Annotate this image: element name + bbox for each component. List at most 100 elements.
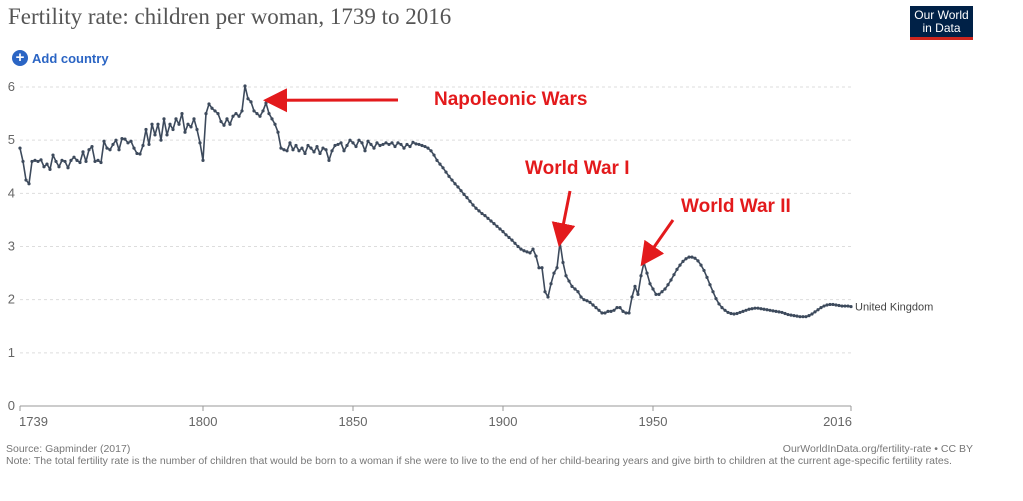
data-point: [711, 290, 715, 294]
data-point: [726, 310, 730, 315]
data-point: [834, 303, 838, 307]
data-point: [234, 111, 238, 116]
data-point: [810, 312, 814, 316]
data-point: [552, 271, 556, 275]
data-point: [105, 146, 109, 150]
data-point: [651, 287, 655, 291]
data-point: [816, 308, 820, 312]
data-point: [804, 315, 808, 319]
source-text: Source: Gapminder (2017): [6, 443, 131, 455]
data-point: [666, 283, 670, 287]
data-point: [315, 144, 319, 149]
data-point: [78, 160, 82, 165]
data-point: [384, 141, 388, 145]
data-point: [291, 148, 295, 152]
data-point: [69, 158, 73, 162]
data-point: [645, 271, 649, 275]
data-point: [117, 148, 121, 152]
credit-link[interactable]: OurWorldInData.org/fertility-rate • CC B…: [782, 443, 973, 455]
data-point: [687, 255, 691, 259]
data-point: [456, 185, 460, 189]
data-point: [66, 166, 70, 170]
add-country-button[interactable]: + Add country: [12, 50, 109, 66]
data-point: [441, 166, 445, 170]
data-point: [99, 160, 103, 165]
data-point: [780, 310, 784, 315]
data-point: [798, 315, 802, 319]
data-point: [168, 122, 172, 126]
data-point: [678, 263, 682, 267]
data-point: [96, 158, 100, 162]
data-point: [54, 159, 58, 164]
data-point: [846, 304, 850, 308]
data-point: [732, 312, 736, 316]
data-point: [585, 299, 589, 303]
data-point: [480, 211, 484, 216]
data-point: [615, 306, 619, 310]
data-point: [351, 141, 355, 145]
data-point: [762, 307, 766, 311]
data-point: [243, 84, 247, 88]
data-point: [510, 238, 514, 242]
data-point: [819, 306, 823, 310]
data-point: [411, 140, 415, 144]
data-point: [702, 268, 706, 273]
data-point: [576, 290, 580, 294]
data-point: [504, 233, 508, 237]
data-point: [312, 150, 316, 154]
data-point: [423, 144, 427, 149]
data-point: [618, 306, 622, 310]
data-point: [387, 142, 391, 147]
data-point: [474, 206, 478, 210]
data-point: [639, 274, 643, 278]
data-point: [144, 127, 148, 132]
data-point: [540, 266, 544, 270]
annotation-label: Napoleonic Wars: [434, 89, 587, 110]
y-tick-label: 0: [8, 398, 15, 413]
data-point: [444, 170, 448, 174]
annotation-arrow: [640, 219, 675, 267]
data-point: [405, 142, 409, 147]
data-point: [756, 306, 760, 310]
x-tick-label: 2016: [823, 414, 852, 429]
data-point: [60, 158, 64, 162]
data-point: [489, 219, 493, 223]
data-point: [138, 152, 142, 156]
data-point: [30, 159, 34, 164]
data-point: [426, 146, 430, 150]
data-point: [42, 165, 46, 169]
data-point: [774, 309, 778, 313]
plus-circle-icon: +: [12, 50, 28, 66]
data-point: [513, 241, 517, 245]
data-point: [435, 158, 439, 162]
data-point: [690, 255, 694, 259]
owid-logo[interactable]: Our World in Data: [910, 6, 973, 40]
data-point: [450, 178, 454, 182]
data-point: [786, 312, 790, 317]
data-point: [417, 142, 421, 147]
data-point: [273, 122, 277, 126]
data-point: [216, 111, 220, 116]
data-point: [321, 146, 325, 150]
data-point: [159, 138, 163, 142]
data-point: [648, 282, 652, 286]
data-point: [339, 141, 343, 145]
data-point: [597, 308, 601, 312]
data-point: [375, 141, 379, 145]
data-point: [264, 101, 268, 105]
data-point: [240, 109, 244, 113]
data-point: [654, 292, 658, 296]
data-point: [537, 266, 541, 270]
data-point: [255, 111, 259, 116]
data-point: [783, 311, 787, 316]
data-point: [342, 149, 346, 153]
data-point: [831, 302, 835, 307]
data-point: [849, 304, 853, 309]
data-point: [153, 133, 157, 137]
data-point: [771, 309, 775, 313]
data-point: [345, 143, 349, 148]
data-point: [396, 141, 400, 145]
data-point: [363, 149, 367, 153]
x-tick-label: 1850: [339, 414, 368, 429]
